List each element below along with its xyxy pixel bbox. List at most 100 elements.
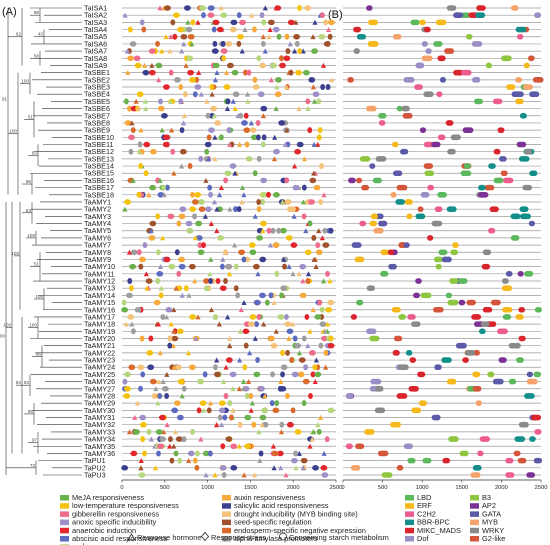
tf-binding-site (441, 256, 452, 263)
hormone-element (290, 321, 296, 327)
hormone-element (146, 192, 152, 198)
starch-element (148, 69, 156, 76)
hormone-element (267, 26, 273, 32)
legend-swatch (470, 503, 479, 509)
tf-binding-site (526, 472, 536, 478)
starch-element (259, 256, 267, 263)
hormone-element (211, 113, 217, 119)
starch-element (272, 26, 280, 33)
tf-binding-site (413, 292, 420, 299)
stress-element (192, 213, 197, 220)
starch-element (187, 69, 194, 76)
tf-binding-site (508, 378, 517, 385)
hormone-element (201, 407, 207, 413)
hormone-element (127, 429, 133, 435)
stress-element (215, 278, 221, 285)
starch-element (296, 141, 304, 148)
starch-element (259, 292, 266, 299)
starch-element (328, 19, 335, 26)
tf-binding-site (433, 41, 443, 47)
gene-label-tasbe1: TaSBE1 (84, 68, 110, 77)
hormone-element (315, 422, 321, 428)
hormone-element (260, 113, 266, 119)
starch-element (165, 306, 173, 313)
stress-element (183, 285, 189, 292)
starch-element (136, 91, 144, 98)
starch-element (149, 184, 156, 191)
stress-element (178, 84, 184, 91)
starch-element (121, 306, 129, 313)
starch-element (139, 414, 147, 421)
stress-element (207, 184, 213, 191)
starch-element (302, 69, 310, 76)
starch-element (318, 33, 326, 40)
hormone-element (227, 343, 233, 349)
starch-element (279, 62, 286, 69)
legend-swatch (60, 495, 69, 501)
hormone-element (313, 264, 319, 270)
hormone-element (325, 321, 331, 327)
starch-element (272, 407, 280, 414)
hormone-element (271, 299, 277, 305)
tf-binding-site (513, 91, 524, 98)
starch-element (155, 62, 163, 69)
stress-element (315, 242, 321, 249)
stress-element (316, 98, 322, 105)
starch-element (138, 472, 146, 478)
hormone-element (239, 185, 246, 191)
tf-binding-site (370, 378, 382, 385)
gene-label-tasbe13: TaSBE13 (84, 154, 114, 163)
stress-element (320, 84, 326, 91)
tf-binding-site (446, 5, 457, 11)
starch-element (176, 414, 184, 421)
legend-swatch (222, 519, 231, 526)
stress-element (238, 112, 244, 119)
tf-binding-site (497, 328, 508, 335)
starch-element (304, 249, 312, 256)
hormone-element (292, 163, 298, 169)
hormone-element (223, 70, 230, 76)
stress-element (182, 91, 188, 98)
starch-element (217, 235, 225, 241)
tf-binding-site (403, 443, 413, 450)
legend-swatch (470, 511, 479, 517)
hormone-element (321, 450, 327, 456)
tf-binding-site (380, 271, 389, 277)
stress-element (190, 19, 196, 26)
legend-swatch (405, 519, 414, 526)
stress-element (251, 421, 257, 428)
tf-binding-site (436, 91, 443, 98)
stress-element (143, 170, 149, 177)
starch-element (225, 263, 232, 270)
hormone-element (129, 120, 135, 126)
hormone-element (262, 5, 268, 11)
starch-element (260, 192, 268, 198)
legend-label: endosperm expression (72, 542, 147, 545)
hormone-element (178, 163, 185, 169)
tf-binding-site (401, 105, 410, 112)
legend-label: MYB (482, 518, 498, 527)
hormone-element (159, 127, 165, 133)
hormone-element (143, 105, 149, 111)
hormone-element (132, 414, 138, 420)
starch-element (325, 306, 333, 313)
stress-element (261, 19, 267, 26)
starch-element (198, 206, 206, 212)
starch-element (162, 141, 170, 148)
starch-element (218, 400, 226, 406)
starch-element (212, 19, 220, 26)
tf-binding-site (392, 350, 400, 356)
tf-binding-site (510, 235, 520, 241)
hormone-element (168, 34, 174, 40)
bootstrap-value: 100 (29, 323, 37, 328)
starch-element (295, 69, 302, 76)
hormone-element (241, 299, 247, 305)
tf-binding-site (533, 457, 543, 464)
stress-element (276, 227, 282, 234)
tf-binding-site (372, 177, 382, 184)
hormone-element (318, 414, 324, 420)
stress-element (205, 112, 211, 119)
starch-element (143, 141, 151, 148)
tf-binding-site (427, 184, 435, 191)
starch-element (259, 62, 267, 69)
